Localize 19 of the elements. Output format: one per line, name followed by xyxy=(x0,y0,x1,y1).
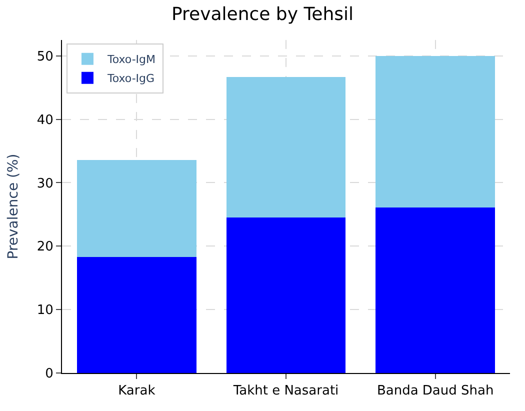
bar xyxy=(226,76,346,218)
x-tick-label: Karak xyxy=(118,384,156,399)
legend-label: Toxo-IgG xyxy=(106,72,155,86)
legend-label: Toxo-IgM xyxy=(106,53,156,66)
bar xyxy=(226,218,346,373)
x-tick-label: Banda Daud Shah xyxy=(376,384,494,399)
y-tick-label: 20 xyxy=(36,240,54,255)
chart-title: Prevalence by Tehsil xyxy=(171,4,354,25)
bar xyxy=(76,160,196,257)
bar xyxy=(376,56,496,208)
bar xyxy=(376,207,496,373)
x-tick-label: Takht e Nasarati xyxy=(232,384,339,399)
y-tick-label: 10 xyxy=(36,303,54,318)
bar xyxy=(76,256,196,373)
y-tick-label: 0 xyxy=(45,366,54,382)
y-axis-title: Prevalence (%) xyxy=(5,154,22,260)
y-tick-label: 30 xyxy=(36,176,54,192)
y-tick-label: 40 xyxy=(36,112,54,128)
y-tick-label: 50 xyxy=(36,49,54,64)
